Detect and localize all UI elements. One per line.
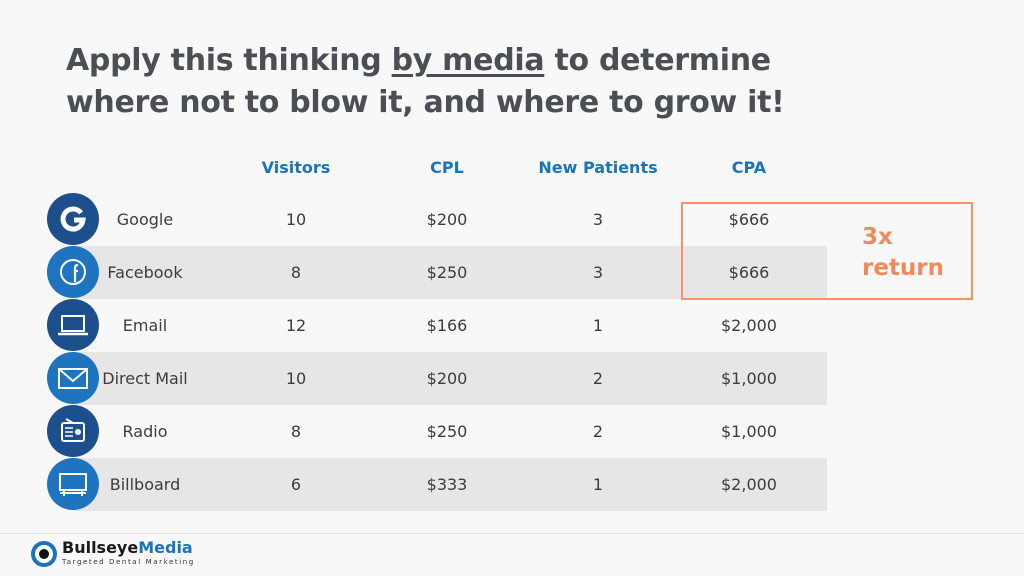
table-cell: $1,000 bbox=[721, 369, 777, 388]
highlight-box bbox=[681, 202, 973, 300]
table-cell: $666 bbox=[728, 210, 770, 229]
table-cell: $2,000 bbox=[721, 475, 777, 494]
table-cell: 8 bbox=[290, 422, 302, 441]
column-header: CPA bbox=[731, 158, 767, 177]
brand-second: Media bbox=[138, 538, 193, 557]
table-cell: 2 bbox=[592, 369, 604, 388]
column-header: Visitors bbox=[261, 158, 331, 177]
table-cell: $200 bbox=[426, 369, 468, 388]
table-cell: $250 bbox=[426, 422, 468, 441]
media-icon bbox=[47, 458, 99, 510]
annotation: 3x return bbox=[862, 224, 945, 281]
table-cell: $166 bbox=[426, 316, 468, 335]
table-cell: 8 bbox=[290, 263, 302, 282]
logo-icon bbox=[31, 541, 57, 567]
media-icon bbox=[47, 246, 99, 298]
table-row bbox=[75, 246, 827, 299]
row-label: Google bbox=[116, 210, 174, 229]
table-cell: 10 bbox=[285, 210, 307, 229]
table-cell: $333 bbox=[426, 475, 468, 494]
table-cell: 1 bbox=[592, 475, 604, 494]
title-text: Apply this thinking bbox=[66, 43, 382, 78]
title: Apply this thinking by media to determin… bbox=[66, 40, 785, 124]
row-label: Billboard bbox=[109, 475, 181, 494]
table-cell: $1,000 bbox=[721, 422, 777, 441]
column-header: CPL bbox=[430, 158, 464, 177]
title-text: to determine bbox=[554, 43, 771, 78]
table-cell: 12 bbox=[285, 316, 307, 335]
column-header: New Patients bbox=[538, 158, 658, 177]
table-cell: $666 bbox=[728, 263, 770, 282]
title-text: where not to blow it, and where to grow … bbox=[66, 85, 785, 120]
table-cell: $2,000 bbox=[721, 316, 777, 335]
table-cell: 6 bbox=[290, 475, 302, 494]
table-cell: 1 bbox=[592, 316, 604, 335]
media-icon bbox=[47, 299, 99, 351]
table-cell: $200 bbox=[426, 210, 468, 229]
brand-first: Bullseye bbox=[62, 538, 139, 557]
table-cell: 3 bbox=[592, 263, 604, 282]
media-icon bbox=[47, 352, 99, 404]
brand-tagline: Targeted Dental Marketing bbox=[62, 558, 195, 566]
footer-line bbox=[0, 533, 1024, 534]
table-row bbox=[75, 352, 827, 405]
table-cell: 10 bbox=[285, 369, 307, 388]
row-label: Email bbox=[122, 316, 168, 335]
table-row bbox=[75, 458, 827, 511]
row-label: Radio bbox=[122, 422, 168, 441]
title-emphasis: by media bbox=[391, 43, 545, 78]
table-cell: 2 bbox=[592, 422, 604, 441]
row-label: Direct Mail bbox=[102, 369, 188, 388]
row-label: Facebook bbox=[107, 263, 183, 282]
media-icon bbox=[47, 193, 99, 245]
table-cell: 3 bbox=[592, 210, 604, 229]
table-cell: $250 bbox=[426, 263, 468, 282]
brand-name: BullseyeMedia bbox=[62, 538, 193, 557]
media-icon bbox=[47, 405, 99, 457]
